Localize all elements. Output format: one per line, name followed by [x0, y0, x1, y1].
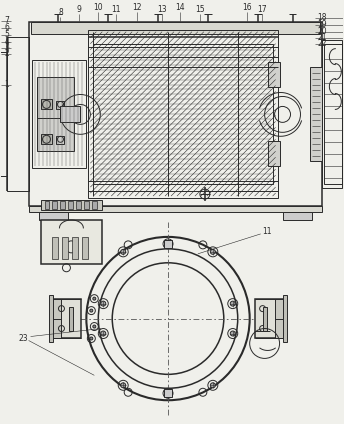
- Bar: [322, 40, 342, 188]
- Bar: [50, 295, 53, 343]
- Bar: [275, 298, 282, 338]
- Bar: [41, 220, 102, 264]
- Circle shape: [101, 331, 106, 336]
- Circle shape: [230, 331, 235, 336]
- Circle shape: [210, 383, 215, 388]
- Bar: [32, 60, 86, 168]
- Text: 4: 4: [5, 37, 10, 46]
- Bar: [41, 134, 53, 144]
- Bar: [92, 201, 97, 209]
- Bar: [36, 77, 74, 118]
- Bar: [7, 37, 29, 191]
- Bar: [63, 237, 68, 259]
- Text: 5: 5: [5, 30, 10, 39]
- Bar: [41, 200, 102, 210]
- Text: 10: 10: [94, 3, 103, 12]
- Circle shape: [101, 301, 106, 306]
- Text: 3: 3: [5, 43, 10, 52]
- Bar: [262, 307, 267, 331]
- Bar: [36, 109, 74, 151]
- Bar: [164, 240, 172, 248]
- Text: 8: 8: [58, 8, 63, 17]
- Text: 1: 1: [5, 80, 9, 89]
- Text: 16: 16: [242, 3, 251, 12]
- Text: 21: 21: [318, 33, 327, 42]
- Bar: [93, 44, 272, 184]
- Bar: [53, 237, 58, 259]
- Bar: [255, 298, 282, 338]
- Bar: [88, 30, 278, 198]
- Bar: [44, 201, 50, 209]
- Circle shape: [121, 249, 126, 254]
- Bar: [72, 237, 78, 259]
- Bar: [29, 22, 322, 206]
- Text: 7: 7: [5, 16, 10, 25]
- Bar: [53, 298, 62, 338]
- Bar: [268, 141, 280, 166]
- Bar: [82, 237, 88, 259]
- Text: 11: 11: [262, 227, 272, 237]
- Bar: [31, 22, 320, 34]
- Bar: [282, 295, 287, 343]
- Text: 15: 15: [195, 6, 205, 14]
- Bar: [41, 100, 53, 109]
- Bar: [61, 106, 80, 123]
- Bar: [268, 61, 280, 86]
- Bar: [0, 52, 7, 176]
- Bar: [76, 201, 82, 209]
- Text: 22: 22: [318, 39, 327, 48]
- Bar: [282, 212, 312, 220]
- Bar: [53, 298, 82, 338]
- Bar: [56, 101, 64, 109]
- Bar: [342, 47, 344, 181]
- Circle shape: [165, 391, 171, 396]
- Bar: [61, 201, 65, 209]
- Text: 17: 17: [257, 6, 267, 14]
- Circle shape: [165, 241, 171, 246]
- Bar: [68, 201, 73, 209]
- Circle shape: [230, 301, 235, 306]
- Text: 2: 2: [5, 49, 9, 58]
- Bar: [56, 136, 64, 144]
- Circle shape: [93, 297, 96, 300]
- Bar: [69, 307, 73, 331]
- Text: 20: 20: [318, 27, 327, 36]
- Text: 23: 23: [19, 334, 28, 343]
- Circle shape: [121, 383, 126, 388]
- Bar: [84, 201, 89, 209]
- Bar: [310, 67, 322, 161]
- Bar: [29, 206, 322, 212]
- Bar: [53, 201, 57, 209]
- Text: 13: 13: [157, 6, 167, 14]
- Bar: [164, 389, 172, 397]
- Text: 18: 18: [318, 13, 327, 22]
- Bar: [39, 212, 68, 220]
- Circle shape: [90, 337, 93, 340]
- Text: 11: 11: [111, 6, 121, 14]
- Circle shape: [93, 325, 96, 328]
- Text: 9: 9: [77, 6, 82, 14]
- Bar: [324, 44, 342, 184]
- Circle shape: [90, 309, 93, 312]
- Text: 14: 14: [175, 3, 185, 12]
- Circle shape: [210, 249, 215, 254]
- Text: 12: 12: [132, 3, 142, 12]
- Text: 6: 6: [5, 23, 10, 32]
- Text: 19: 19: [318, 20, 327, 29]
